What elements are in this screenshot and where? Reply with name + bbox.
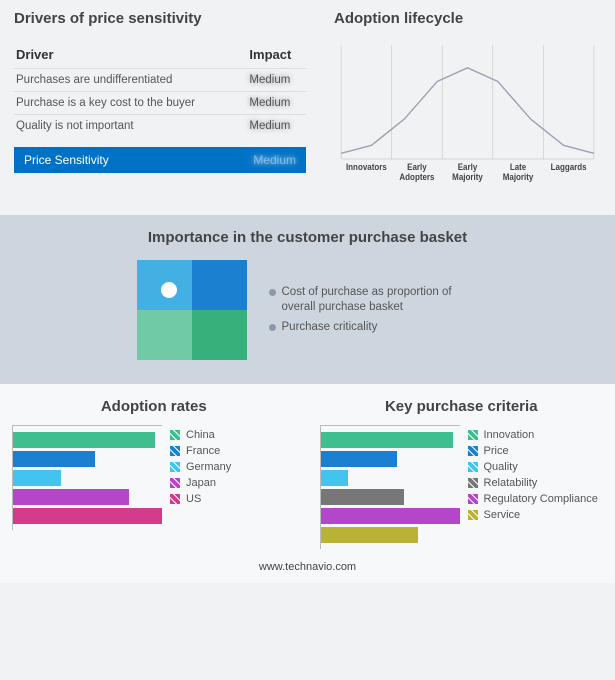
- svg-text:Adopters: Adopters: [399, 172, 434, 183]
- svg-text:Late: Late: [510, 162, 527, 173]
- adoption-legend: China France Germany Japan US: [170, 425, 296, 530]
- importance-title: Importance in the customer purchase bask…: [20, 229, 595, 246]
- footer-text: www.technavio.com: [0, 555, 615, 583]
- hbar: [321, 527, 418, 543]
- hbar: [13, 489, 129, 505]
- criteria-title: Key purchase criteria: [320, 398, 604, 415]
- sensitivity-impact: Medium: [253, 153, 296, 167]
- hbar: [13, 432, 155, 448]
- svg-text:Majority: Majority: [452, 172, 483, 183]
- legend-item: US: [170, 493, 296, 505]
- hbar: [13, 451, 95, 467]
- legend-item: Innovation: [468, 429, 604, 441]
- hbar: [321, 508, 460, 524]
- svg-text:Laggards: Laggards: [551, 162, 587, 173]
- table-row: Purchase is a key cost to the buyerMediu…: [14, 92, 306, 115]
- lifecycle-title: Adoption lifecycle: [334, 10, 601, 27]
- svg-text:Innovators: Innovators: [346, 162, 387, 173]
- criteria-legend: Innovation Price Quality Relatability Regula…: [468, 425, 604, 549]
- price-sensitivity-bar: Price Sensitivity Medium: [14, 147, 306, 173]
- legend-item: Germany: [170, 461, 296, 473]
- legend-item: Relatability: [468, 477, 604, 489]
- table-row: Quality is not importantMedium: [14, 115, 306, 138]
- legend-item: Regulatory Compliance: [468, 493, 604, 505]
- legend-item: Cost of purchase as proportion of overal…: [269, 285, 479, 315]
- drivers-table: Driver Impact Purchases are undifferenti…: [14, 41, 306, 137]
- adoption-title: Adoption rates: [12, 398, 296, 415]
- hbar: [321, 451, 397, 467]
- criteria-panel: Key purchase criteria Innovation Price Qua…: [308, 384, 615, 555]
- legend-item: Japan: [170, 477, 296, 489]
- lifecycle-chart: InnovatorsEarlyAdoptersEarlyMajorityLate…: [334, 41, 601, 191]
- bottom-row: Adoption rates China France Germany Japan US…: [0, 384, 615, 555]
- drivers-title: Drivers of price sensitivity: [14, 10, 306, 27]
- svg-text:Early: Early: [407, 162, 427, 173]
- legend-item: Quality: [468, 461, 604, 473]
- importance-panel: Importance in the customer purchase bask…: [0, 215, 615, 384]
- hbar: [13, 470, 61, 486]
- criteria-bars: [320, 425, 460, 549]
- top-row: Drivers of price sensitivity Driver Impa…: [0, 0, 615, 215]
- col-driver: Driver: [14, 41, 247, 69]
- table-row: Purchases are undifferentiatedMedium: [14, 69, 306, 92]
- lifecycle-panel: Adoption lifecycle InnovatorsEarlyAdopte…: [320, 0, 615, 215]
- legend-item: Purchase criticality: [269, 320, 479, 335]
- sensitivity-label: Price Sensitivity: [24, 153, 109, 167]
- hbar: [321, 470, 349, 486]
- legend-item: France: [170, 445, 296, 457]
- svg-text:Majority: Majority: [503, 172, 534, 183]
- col-impact: Impact: [247, 41, 306, 69]
- importance-legend: Cost of purchase as proportion of overal…: [269, 279, 479, 342]
- svg-text:Early: Early: [458, 162, 478, 173]
- drivers-panel: Drivers of price sensitivity Driver Impa…: [0, 0, 320, 215]
- adoption-panel: Adoption rates China France Germany Japan US: [0, 384, 308, 555]
- legend-item: Price: [468, 445, 604, 457]
- hbar: [13, 508, 162, 524]
- hbar: [321, 489, 404, 505]
- importance-quadrant: [137, 260, 247, 360]
- adoption-bars: [12, 425, 162, 530]
- hbar: [321, 432, 453, 448]
- legend-item: China: [170, 429, 296, 441]
- legend-item: Service: [468, 509, 604, 521]
